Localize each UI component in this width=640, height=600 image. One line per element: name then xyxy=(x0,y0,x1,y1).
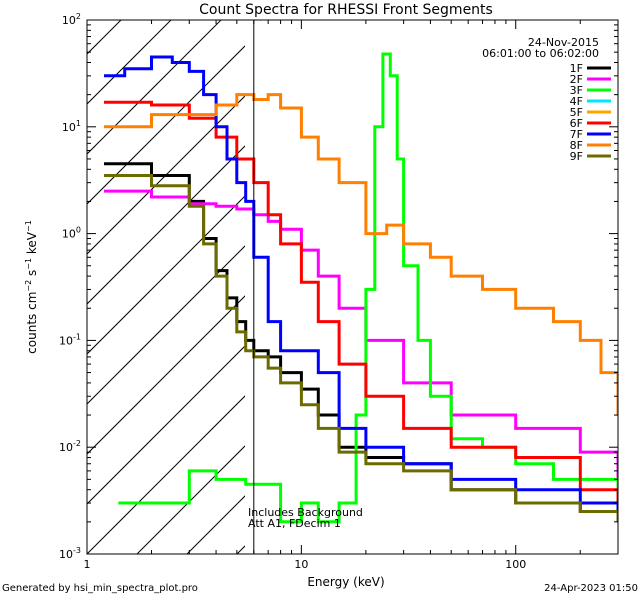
hatch-line xyxy=(0,0,137,554)
chart-title: Count Spectra for RHESSI Front Segments xyxy=(199,2,493,18)
legend-label-6F: 6F xyxy=(570,117,583,130)
legend-label-2F: 2F xyxy=(570,73,583,86)
x-tick-label: 100 xyxy=(505,558,526,571)
x-tick-label: 10 xyxy=(294,558,308,571)
y-tick-label: 10-1 xyxy=(59,332,81,347)
series-2F xyxy=(104,189,618,480)
series-3F xyxy=(118,52,618,524)
hatch-line xyxy=(87,20,172,105)
y-tick-label: 102 xyxy=(62,12,81,27)
y-tick-label: 10-2 xyxy=(59,439,81,454)
legend-date: 24-Nov-2015 xyxy=(528,36,599,49)
series-1F xyxy=(104,162,618,522)
hatch-line xyxy=(87,45,245,205)
x-tick-label: 1 xyxy=(84,558,91,571)
legend-label-1F: 1F xyxy=(570,62,583,75)
series-8F xyxy=(104,93,618,415)
legend-label-7F: 7F xyxy=(570,128,583,141)
hatch-line xyxy=(87,345,245,505)
legend-label-8F: 8F xyxy=(570,139,583,152)
hatch-line xyxy=(87,145,245,305)
legend-label-4F: 4F xyxy=(570,95,583,108)
legend-time-range: 06:01:00 to 06:02:00 xyxy=(482,47,599,60)
hatch-line xyxy=(87,245,245,405)
footer-generated-by: Generated by hsi_min_spectra_plot.pro xyxy=(2,583,198,594)
y-tick-label: 100 xyxy=(62,226,81,241)
series-9F xyxy=(104,174,618,522)
y-axis-label: counts cm−2 s−1 keV−1 xyxy=(24,220,39,354)
plot-frame xyxy=(86,19,619,555)
x-axis-label: Energy (keV) xyxy=(307,575,384,589)
y-tick-label: 10-3 xyxy=(59,546,81,561)
hatch-line xyxy=(87,195,245,355)
legend-label-5F: 5F xyxy=(570,106,583,119)
footer-timestamp: 24-Apr-2023 01:50 xyxy=(544,583,638,594)
axis-ticks: 1 10 100 10-3 10-2 10-1 100 101 102 xyxy=(59,12,619,571)
hatch-line xyxy=(87,395,245,554)
annotation-attenuator: Att A1, FDecim 1 xyxy=(248,517,341,530)
series-7F xyxy=(104,55,618,522)
hatched-region xyxy=(0,0,245,554)
hatch-line xyxy=(87,20,222,155)
y-tick-label: 101 xyxy=(62,119,81,134)
legend-label-9F: 9F xyxy=(570,150,583,163)
hatch-line xyxy=(0,0,87,554)
annotation-background: Includes Background xyxy=(248,506,363,519)
hatch-line xyxy=(136,445,245,554)
series-6F xyxy=(104,100,618,503)
legend-label-3F: 3F xyxy=(570,84,583,97)
